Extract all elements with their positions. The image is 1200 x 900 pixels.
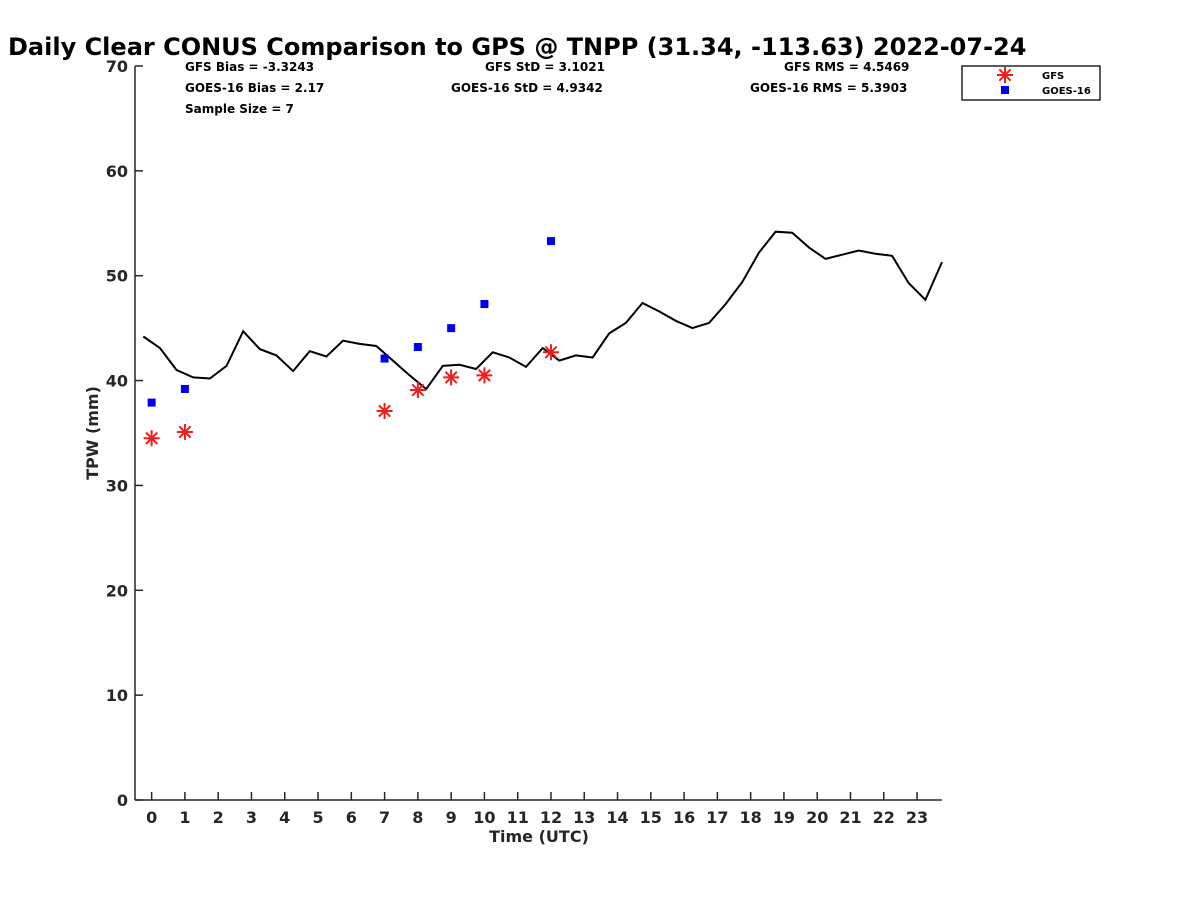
- x-tick-label: 10: [473, 808, 495, 827]
- x-tick-label: 22: [873, 808, 895, 827]
- sample-size-text: Sample Size = 7: [185, 102, 294, 116]
- gfs-point: [143, 430, 160, 447]
- x-tick-label: 21: [839, 808, 861, 827]
- goes16-point: [480, 300, 489, 309]
- x-tick-label: 11: [507, 808, 529, 827]
- plot-area: [142, 230, 943, 447]
- x-tick-label: 14: [606, 808, 628, 827]
- x-tick-label: 5: [312, 808, 323, 827]
- x-tick-label: 20: [806, 808, 828, 827]
- y-tick-label: 10: [106, 686, 128, 705]
- x-tick-label: 15: [640, 808, 662, 827]
- y-ticks: 0 10 20 30 40 50 60 70: [106, 57, 143, 810]
- goes-std-text: GOES-16 StD = 4.9342: [451, 81, 603, 95]
- x-tick-label: 1: [179, 808, 190, 827]
- legend-gfs-asterisk: [997, 67, 1013, 83]
- asterisk-stroke: [178, 425, 192, 439]
- gps-tpw-line: [142, 230, 943, 391]
- goes16-series: [147, 237, 555, 407]
- legend-gfs-label: GFS: [1042, 71, 1064, 82]
- x-tick-label: 16: [673, 808, 695, 827]
- y-tick-label: 70: [106, 57, 128, 76]
- y-tick-label: 60: [106, 162, 128, 181]
- y-tick-label: 30: [106, 476, 128, 495]
- x-tick-label: 17: [706, 808, 728, 827]
- legend-gfs-marker: [997, 67, 1013, 83]
- goes16-point: [447, 324, 456, 333]
- legend-goes-label: GOES-16: [1042, 86, 1091, 97]
- x-tick-label: 8: [412, 808, 423, 827]
- goes-bias-text: GOES-16 Bias = 2.17: [185, 81, 324, 95]
- x-tick-label: 12: [540, 808, 562, 827]
- gfs-point: [376, 402, 393, 419]
- legend-box: [961, 65, 1101, 101]
- goes16-point: [147, 398, 156, 407]
- x-tick-label: 18: [740, 808, 762, 827]
- legend: GFS GOES-16: [961, 65, 1101, 101]
- goes16-point: [180, 384, 189, 393]
- gfs-point: [542, 344, 559, 361]
- x-tick-label: 9: [446, 808, 457, 827]
- y-tick-label: 20: [106, 581, 128, 600]
- asterisk-stroke: [478, 368, 491, 382]
- gfs-rms-text: GFS RMS = 4.5469: [784, 60, 909, 74]
- chart-title: Daily Clear CONUS Comparison to GPS @ TN…: [8, 33, 1026, 61]
- y-tick-label: 0: [117, 791, 128, 810]
- x-tick-label: 7: [379, 808, 390, 827]
- gfs-series: [143, 344, 559, 447]
- x-tick-label: 6: [346, 808, 357, 827]
- x-tick-label: 23: [906, 808, 928, 827]
- x-axis-label: Time (UTC): [489, 827, 589, 846]
- goes16-point: [546, 237, 555, 246]
- x-tick-label: 0: [146, 808, 157, 827]
- asterisk-stroke: [378, 404, 391, 418]
- goes16-point: [380, 354, 389, 363]
- asterisk-stroke: [145, 431, 159, 445]
- gps-line-layer: [142, 230, 943, 391]
- gfs-std-text: GFS StD = 3.1021: [485, 60, 605, 74]
- gfs-point: [443, 369, 460, 386]
- gfs-point: [476, 367, 493, 384]
- legend-goes-marker: [1001, 86, 1009, 94]
- goes-rms-text: GOES-16 RMS = 5.3903: [750, 81, 907, 95]
- x-tick-label: 4: [279, 808, 290, 827]
- x-tick-label: 2: [213, 808, 224, 827]
- gfs-bias-text: GFS Bias = -3.3243: [185, 60, 314, 74]
- goes16-point: [413, 343, 422, 352]
- asterisk-stroke: [544, 345, 558, 359]
- asterisk-stroke: [411, 383, 425, 397]
- asterisk-stroke: [444, 371, 458, 384]
- x-tick-label: 3: [246, 808, 257, 827]
- gfs-point: [176, 423, 193, 440]
- x-tick-label: 13: [573, 808, 595, 827]
- gfs-point: [409, 382, 426, 399]
- x-ticks: 0 1 2 3 4 5 6 7 8 9 10 11 12 13 14 15 16 17 18 19 20 21 22 23: [146, 792, 928, 827]
- y-tick-label: 40: [106, 372, 128, 391]
- y-axis-label: TPW (mm): [83, 386, 102, 480]
- y-tick-label: 50: [106, 267, 128, 286]
- x-tick-label: 19: [773, 808, 795, 827]
- asterisk-stroke: [998, 68, 1012, 82]
